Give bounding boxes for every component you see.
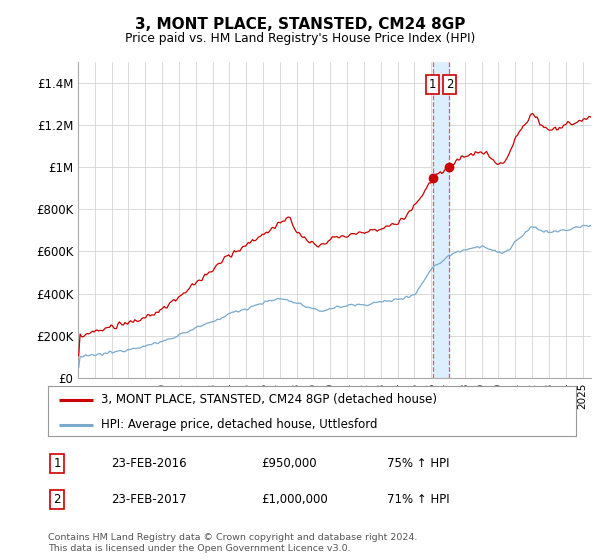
Bar bbox=[433, 62, 449, 378]
Text: 2: 2 bbox=[53, 493, 61, 506]
Text: 71% ↑ HPI: 71% ↑ HPI bbox=[387, 493, 449, 506]
Text: 23-FEB-2017: 23-FEB-2017 bbox=[111, 493, 187, 506]
Text: 1: 1 bbox=[429, 78, 436, 91]
Text: 23-FEB-2016: 23-FEB-2016 bbox=[111, 457, 187, 470]
Text: £1,000,000: £1,000,000 bbox=[261, 493, 328, 506]
Text: 75% ↑ HPI: 75% ↑ HPI bbox=[387, 457, 449, 470]
Text: Contains HM Land Registry data © Crown copyright and database right 2024.
This d: Contains HM Land Registry data © Crown c… bbox=[48, 533, 418, 553]
Text: Price paid vs. HM Land Registry's House Price Index (HPI): Price paid vs. HM Land Registry's House … bbox=[125, 32, 475, 45]
Text: £950,000: £950,000 bbox=[261, 457, 317, 470]
Text: 1: 1 bbox=[53, 457, 61, 470]
Text: 2: 2 bbox=[446, 78, 453, 91]
Text: HPI: Average price, detached house, Uttlesford: HPI: Average price, detached house, Uttl… bbox=[101, 418, 377, 431]
Text: 3, MONT PLACE, STANSTED, CM24 8GP (detached house): 3, MONT PLACE, STANSTED, CM24 8GP (detac… bbox=[101, 393, 437, 406]
Text: 3, MONT PLACE, STANSTED, CM24 8GP: 3, MONT PLACE, STANSTED, CM24 8GP bbox=[135, 17, 465, 32]
